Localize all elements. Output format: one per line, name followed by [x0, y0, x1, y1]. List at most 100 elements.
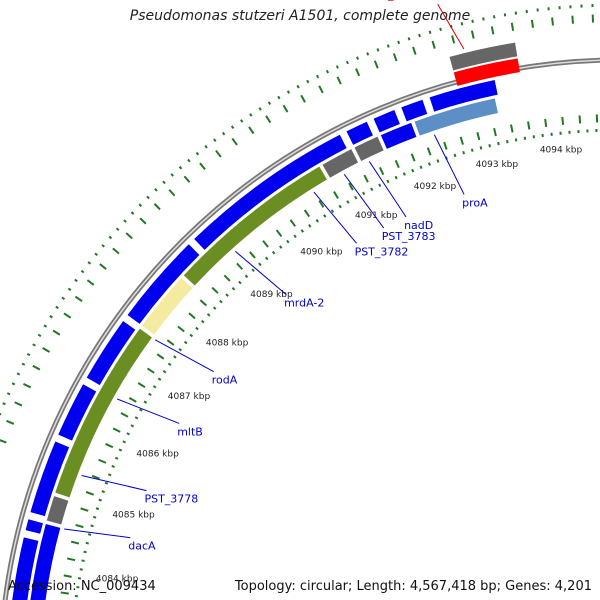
minor-tick [156, 353, 165, 360]
minor-tick [112, 427, 121, 433]
gene-label: mltB [177, 425, 203, 438]
minor-tick [98, 458, 107, 464]
minor-tick [551, 17, 554, 26]
gene-leader-line [343, 173, 385, 229]
ruler: 4084 kbp 4085 kbp 4086 kbp 4087 kbp 4088 kbp… [0, 3, 600, 600]
ruler-kbp-label: 4094 kbp [540, 146, 583, 156]
gene-label: rodA [212, 374, 238, 387]
minor-tick [431, 40, 436, 49]
minor-tick [336, 76, 342, 85]
minor-tick [392, 53, 398, 62]
gene-leader-line [437, 3, 465, 50]
minor-tick [378, 167, 385, 176]
minor-tick [52, 329, 61, 336]
reverse-cds-block [46, 496, 69, 525]
minor-tick [63, 312, 72, 319]
minor-tick [231, 137, 238, 146]
backbone [2, 57, 600, 600]
minor-tick [66, 557, 76, 562]
minor-tick [348, 182, 354, 191]
minor-tick [490, 26, 495, 35]
ruler-kbp-label: 4085 kbp [112, 511, 155, 521]
minor-tick [199, 299, 207, 307]
forward-cds-block [429, 79, 498, 112]
forward-cds-block [86, 320, 136, 386]
minor-tick [125, 232, 133, 240]
gene-leader-line [81, 474, 147, 492]
minor-tick [394, 159, 400, 169]
minor-tick [527, 121, 531, 130]
minor-tick [14, 401, 23, 407]
ruler-dotted-arc [74, 128, 600, 600]
ruler-kbp-label: 4090 kbp [300, 247, 343, 257]
minor-tick [303, 209, 311, 218]
gene-label: proA [462, 196, 488, 209]
minor-tick [530, 19, 534, 28]
minor-tick [561, 116, 565, 126]
minor-tick [153, 203, 161, 211]
highlight-red-block [453, 58, 520, 86]
forward-cds-block [194, 134, 347, 250]
minor-tick [578, 115, 582, 124]
minor-tick [459, 136, 464, 145]
gene-label: PST_3783 [382, 230, 436, 243]
forward-cds-block [30, 441, 70, 517]
minor-tick [128, 396, 137, 403]
minor-tick [86, 279, 95, 286]
gene-label: dacA [128, 540, 156, 553]
ruler-kbp-label: 4088 kbp [206, 338, 249, 348]
minor-tick [248, 126, 255, 135]
reverse-cds-block [183, 166, 327, 286]
minor-tick [166, 339, 175, 346]
forward-cds-block [373, 110, 400, 133]
minor-tick [262, 240, 269, 248]
accession-text: Accession: NC_009434 [8, 579, 156, 594]
minor-tick [75, 523, 84, 529]
minor-tick [470, 30, 475, 39]
gene-label: PST_3778 [144, 493, 198, 506]
minor-tick [85, 491, 95, 496]
ruler-kbp-label: 4084 kbp [96, 574, 139, 584]
gene-leader-line [64, 528, 131, 539]
backbone-highlight [4, 59, 600, 600]
minor-tick [275, 229, 283, 238]
minor-tick [426, 147, 432, 156]
minor-tick [318, 85, 324, 94]
minor-tick [493, 127, 497, 137]
reverse-cds-block [142, 278, 193, 335]
reverse-cds-block [55, 328, 152, 498]
minor-tick [112, 247, 120, 255]
minor-tick [183, 175, 191, 183]
forward-cds-block [401, 99, 428, 122]
minor-tick [60, 591, 69, 595]
minor-tick [300, 94, 306, 103]
ruler-kbp-label: 4086 kbp [136, 450, 179, 460]
minor-tick [410, 153, 416, 162]
minor-tick [6, 419, 15, 425]
minor-tick [318, 199, 325, 208]
minor-tick [137, 382, 146, 389]
gene-leader-line [313, 191, 357, 244]
backbone-arc [2, 57, 600, 600]
minor-tick [265, 115, 272, 124]
minor-tick [373, 60, 379, 69]
forward-cds-block [127, 244, 200, 324]
minor-tick [355, 68, 361, 77]
minor-tick [74, 295, 83, 302]
minor-tick [571, 15, 574, 24]
minor-tick [215, 149, 222, 158]
minor-tick [42, 347, 51, 353]
gene-label: PST_3786 [368, 0, 422, 1]
gene-leader-line [368, 161, 407, 218]
minor-tick [63, 574, 72, 578]
minor-tick [289, 219, 296, 227]
minor-tick [333, 191, 339, 199]
minor-tick [249, 251, 256, 259]
minor-tick [80, 507, 89, 512]
minor-tick [451, 35, 456, 44]
gene-label: nadD [404, 219, 433, 232]
minor-tick [476, 132, 481, 141]
minor-tick [510, 124, 514, 133]
topology-text: Topology: circular; Length: 4,567,418 bp… [234, 579, 592, 594]
